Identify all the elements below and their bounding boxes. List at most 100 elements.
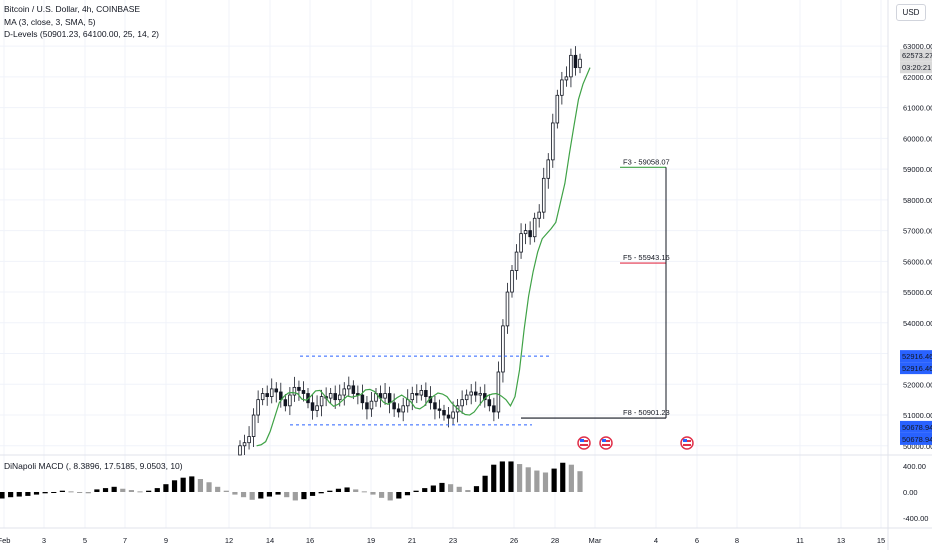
macd-bar	[275, 492, 281, 495]
countdown-label: 03:20:21	[902, 63, 931, 72]
candle-up	[501, 325, 505, 373]
candle-down	[387, 393, 392, 404]
candle-up	[532, 217, 537, 238]
macd-bar	[68, 491, 74, 493]
symbol-legend[interactable]: Bitcoin / U.S. Dollar, 4h, COINBASE	[4, 4, 141, 14]
macd-bar	[111, 486, 117, 492]
candle-up	[342, 388, 347, 396]
macd-bar	[8, 492, 14, 498]
macd-bar	[560, 462, 566, 492]
macd-bar	[482, 475, 488, 492]
x-tick-label: Feb	[0, 536, 10, 545]
macd-bar	[206, 482, 212, 492]
x-tick-label: 28	[551, 536, 559, 545]
x-tick-label: 12	[225, 536, 233, 545]
macd-y-tick-label: 0.00	[903, 488, 918, 497]
macd-legend[interactable]: DiNapoli MACD (, 8.3896, 17.5185, 9.0503…	[4, 461, 183, 471]
ma-line	[256, 67, 591, 447]
candle-up	[537, 211, 541, 219]
macd-bar	[180, 477, 186, 492]
macd-bar	[344, 487, 350, 492]
candle-up	[383, 393, 387, 399]
macd-bar	[456, 486, 462, 492]
candle-down	[437, 408, 442, 411]
flag-icon	[599, 436, 613, 450]
macd-bar	[465, 490, 471, 492]
range-high-label-a: 52916.46	[902, 352, 932, 361]
x-tick-label: 8	[735, 536, 739, 545]
candle-up	[238, 445, 242, 456]
candle-up	[315, 405, 319, 411]
macd-bar	[215, 486, 221, 492]
candle-up	[247, 436, 251, 444]
flag-canton	[683, 439, 687, 442]
last-price-label: 62573.27	[902, 51, 932, 60]
x-tick-label: 11	[796, 536, 804, 545]
macd-bar	[189, 476, 195, 492]
candle-down	[415, 393, 419, 396]
macd-bar	[232, 492, 238, 495]
x-tick-label: 23	[449, 536, 457, 545]
candle-down	[433, 402, 437, 410]
fib-level-label: F8 - 50901.23	[623, 408, 670, 417]
candle-up	[578, 58, 582, 69]
macd-bar	[94, 489, 100, 492]
candle-up	[478, 393, 483, 396]
macd-bar	[551, 468, 557, 492]
us-flag-event	[599, 436, 613, 450]
macd-bar	[33, 492, 40, 495]
macd-bar	[499, 461, 505, 492]
range-high-label-b-bg	[900, 362, 932, 375]
candle-up	[410, 393, 415, 401]
macd-bar	[85, 492, 91, 494]
candle-up	[505, 291, 510, 327]
candle-up	[451, 411, 455, 419]
x-tick-label: 21	[408, 536, 416, 545]
macd-bar	[146, 490, 152, 492]
y-tick-label: 55000.00	[903, 288, 932, 297]
macd-bar	[25, 492, 31, 496]
x-tick-label: 5	[83, 536, 87, 545]
range-high-label-a-bg	[900, 350, 932, 363]
candle-up	[369, 400, 374, 410]
macd-bar	[439, 482, 445, 492]
candle-up	[519, 233, 523, 253]
flag-canton	[580, 439, 584, 442]
macd-bar	[42, 492, 48, 494]
last-price-label-bg	[900, 49, 932, 62]
candle-down	[360, 394, 365, 404]
ma-legend[interactable]: MA (3, close, 3, SMA, 5)	[4, 17, 96, 27]
macd-bar	[387, 492, 393, 501]
candle-up	[419, 390, 424, 396]
macd-bar	[508, 461, 514, 492]
y-tick-label: 61000.00	[903, 104, 932, 113]
x-tick-label: 7	[123, 536, 127, 545]
currency-button[interactable]: USD	[896, 4, 926, 21]
macd-bar	[120, 488, 126, 492]
y-tick-label: 63000.00	[903, 42, 932, 51]
candle-up	[260, 393, 265, 401]
dlevels-legend[interactable]: D-Levels (50901.23, 64100.00, 25, 14, 2)	[4, 29, 159, 39]
range-low-label-b-bg	[900, 432, 932, 445]
x-tick-label: 6	[695, 536, 699, 545]
candle-down	[283, 399, 288, 407]
macd-bar	[577, 471, 583, 492]
candle-up	[510, 270, 514, 293]
macd-bar	[309, 492, 316, 496]
macd-bar	[413, 490, 419, 492]
macd-bar	[197, 479, 204, 492]
macd-bar	[361, 491, 367, 493]
candle-up	[514, 251, 519, 271]
y-tick-label: 62000.00	[903, 73, 932, 82]
us-flag-event	[577, 436, 591, 450]
y-tick-label: 60000.00	[903, 134, 932, 143]
x-tick-label: 16	[306, 536, 314, 545]
x-tick-label: 4	[654, 536, 658, 545]
macd-y-tick-label: 400.00	[903, 462, 926, 471]
macd-bar	[258, 492, 264, 499]
candle-up	[551, 122, 555, 161]
x-tick-label: 3	[42, 536, 46, 545]
candle-down	[473, 391, 478, 396]
candle-up	[555, 94, 560, 124]
